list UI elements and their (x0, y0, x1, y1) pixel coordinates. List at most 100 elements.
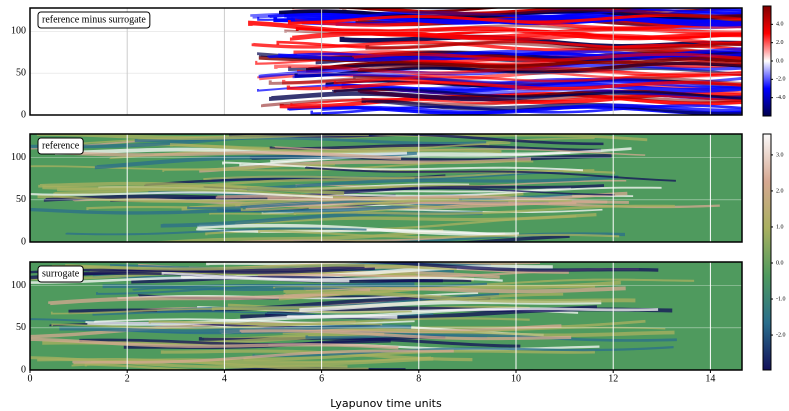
heatmap-texture (84, 363, 211, 370)
y-tick-label: 50 (16, 194, 26, 205)
heatmap-texture (59, 150, 402, 160)
heatmap-texture (251, 40, 742, 52)
heatmap-texture (286, 80, 742, 91)
heatmap-texture (52, 123, 402, 127)
x-axis-label: Lyapunov time units (330, 397, 442, 410)
heatmap-texture (34, 262, 41, 263)
colorbar (762, 5, 772, 117)
axes-frame (29, 133, 743, 243)
heatmap-texture (445, 234, 570, 242)
heatmap-texture (222, 161, 584, 172)
heatmap-texture (252, 346, 674, 357)
y-tick-label: 0 (21, 364, 26, 375)
x-tick-label: 0 (28, 373, 33, 384)
colorbar-tick-label: 0.0 (776, 260, 784, 266)
heatmap-texture (239, 329, 572, 341)
heatmap-texture (65, 263, 457, 271)
heatmap-texture (65, 227, 367, 236)
heatmap-texture (333, 72, 742, 85)
x-tick-label: 6 (319, 373, 324, 384)
x-tick-label: 14 (705, 373, 715, 384)
heatmap-texture (258, 230, 620, 239)
annotation-text: reference (42, 140, 80, 151)
colorbar-tick-label: -4.0 (776, 95, 786, 101)
colorbar-tick-label: 2.0 (776, 40, 784, 46)
colorbar-tick-label: -1.0 (776, 296, 786, 302)
colorbar-tick-label: 3.0 (776, 152, 784, 158)
heatmap-texture (335, 368, 534, 370)
annotation: reference minus surrogate (37, 11, 151, 29)
heatmap-texture (357, 60, 742, 73)
heatmap-field (30, 123, 742, 253)
heatmap-texture (72, 349, 454, 364)
heatmap-texture (131, 275, 443, 284)
heatmap-texture (30, 337, 399, 350)
heatmap-texture (93, 318, 415, 324)
colorbar-tick-label: 1.0 (776, 224, 784, 230)
heatmap-texture (79, 338, 391, 346)
annotation: surrogate (37, 265, 84, 283)
heatmap-texture (42, 184, 345, 196)
heatmap-texture (283, 289, 636, 303)
heatmap-texture (342, 8, 742, 19)
heatmap-texture (365, 41, 742, 52)
annotation-box (37, 11, 151, 29)
axes-frame (29, 261, 743, 371)
heatmap-texture (53, 177, 415, 195)
heatmap-texture (59, 324, 412, 334)
x-tick-label: 10 (511, 373, 521, 384)
annotation: reference (37, 137, 84, 155)
x-tick-label: 4 (222, 373, 227, 384)
annotation-box (37, 137, 84, 155)
y-tick-label: 100 (11, 26, 26, 37)
heatmap-texture (178, 248, 528, 253)
colorbar-tick-label: 4.0 (776, 22, 784, 28)
y-tick-label: 0 (21, 236, 26, 247)
heatmap-texture (240, 199, 572, 212)
heatmap-texture (206, 262, 414, 266)
heatmap-texture (196, 227, 518, 237)
x-tick-label: 8 (416, 373, 421, 384)
heatmap-texture (334, 262, 659, 272)
annotation-text: surrogate (42, 268, 80, 279)
annotation-box (37, 265, 84, 283)
heatmap-texture (197, 223, 520, 236)
x-tick-label: 12 (608, 373, 618, 384)
colorbar-tick-label: 2.0 (776, 188, 784, 194)
y-tick-label: 0 (21, 109, 26, 120)
heatmap-texture (48, 288, 371, 306)
heatmap-texture (246, 175, 619, 191)
heatmap-texture (30, 163, 335, 171)
annotation-text: reference minus surrogate (42, 14, 146, 25)
heatmap-texture (88, 244, 418, 251)
heatmap-texture (300, 186, 662, 197)
x-tick-label: 2 (125, 373, 130, 384)
colorbar-tick-label: -2.0 (776, 77, 786, 83)
y-tick-label: 50 (16, 68, 26, 79)
heatmap-texture (306, 8, 482, 10)
heatmap-texture (161, 271, 503, 282)
heatmap-texture (248, 20, 742, 41)
heatmap-texture (269, 143, 602, 152)
heatmap-texture (293, 204, 675, 215)
y-tick-label: 100 (11, 152, 26, 163)
heatmap-texture (188, 376, 508, 381)
heatmap-texture (148, 317, 530, 326)
heatmap-texture (291, 8, 742, 22)
axes-frame (29, 7, 743, 116)
colorbar-tick-label: -2.0 (776, 332, 786, 338)
heatmap-field (30, 8, 742, 115)
heatmap-texture (114, 254, 454, 259)
heatmap-texture (304, 166, 676, 182)
heatmap-texture (30, 191, 333, 199)
heatmap-field (30, 251, 742, 381)
heatmap-texture (257, 81, 742, 92)
heatmap-texture (169, 143, 502, 154)
y-tick-label: 50 (16, 322, 26, 333)
heatmap-texture (321, 103, 742, 115)
heatmap-texture (332, 87, 742, 100)
heatmap-texture (60, 251, 370, 256)
y-tick-label: 100 (11, 280, 26, 291)
heatmap-texture (352, 52, 742, 62)
